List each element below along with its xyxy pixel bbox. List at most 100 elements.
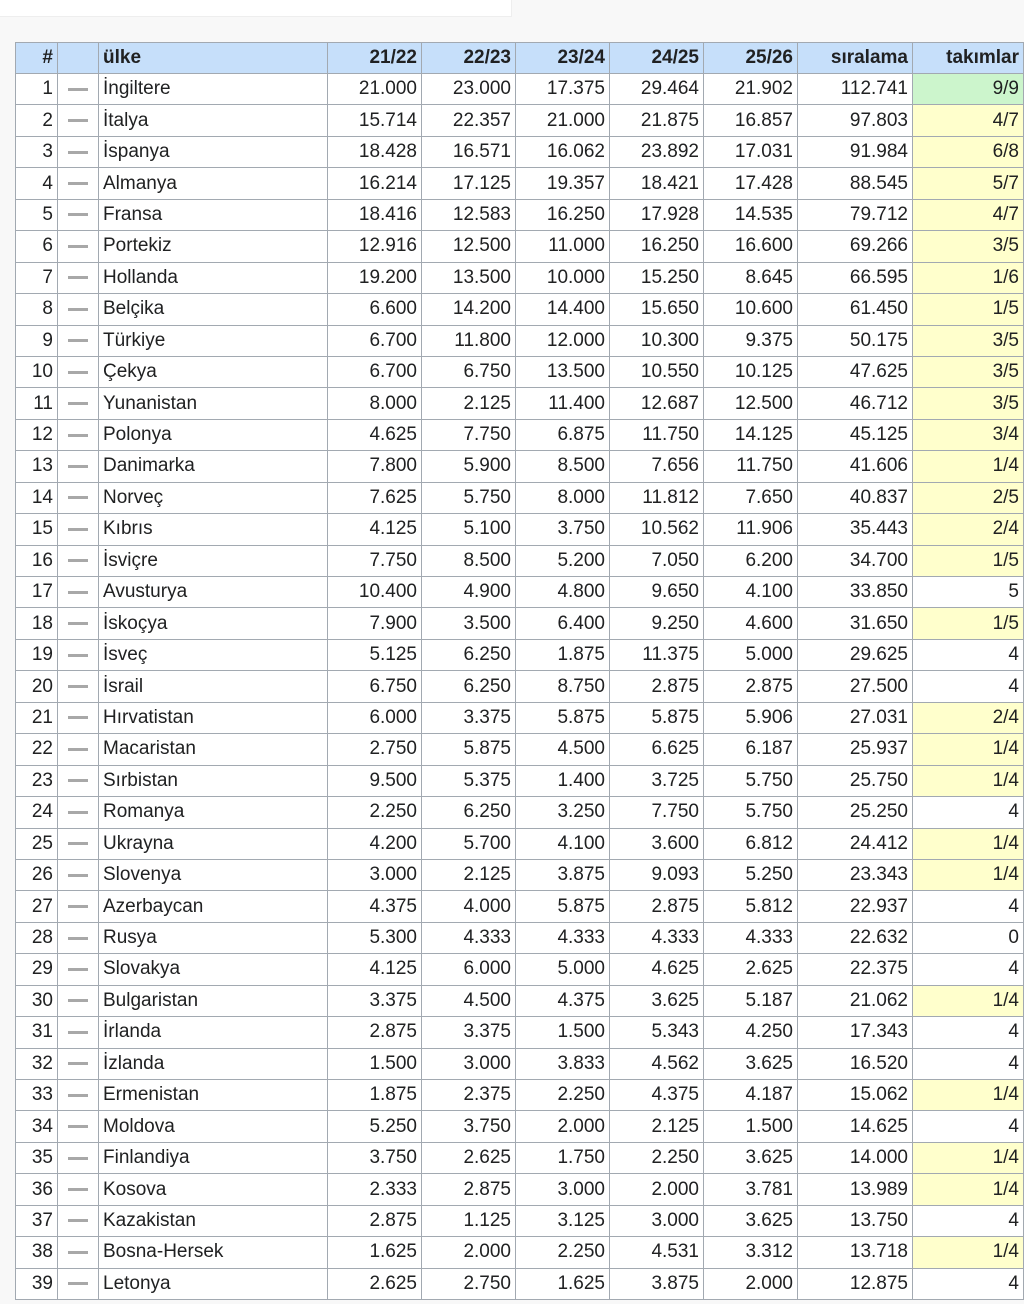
season-2425-cell: 23.892: [609, 135, 704, 169]
change-cell: [57, 1047, 99, 1081]
header-season-2324[interactable]: 23/24: [515, 42, 610, 74]
season-2526-cell: 7.650: [703, 481, 798, 515]
no-change-icon: [68, 1250, 88, 1254]
season-2223-cell: 5.100: [421, 513, 516, 546]
season-2122-cell: 12.916: [327, 230, 422, 263]
rank-cell: 7: [15, 261, 58, 295]
table-row: 17 Avusturya 10.400 4.900 4.800 9.650 4.100 33.…: [15, 575, 1024, 609]
header-change[interactable]: [57, 42, 99, 74]
table-row: 14 Norveç 7.625 5.750 8.000 11.812 7.650 40.837…: [15, 481, 1024, 515]
season-2526-cell: 11.750: [703, 450, 798, 483]
header-rank[interactable]: #: [15, 42, 58, 74]
header-total[interactable]: sıralama: [797, 42, 913, 74]
table-row: 15 Kıbrıs 4.125 5.100 3.750 10.562 11.906 35.44…: [15, 513, 1024, 546]
change-cell: [57, 198, 99, 232]
season-2526-cell: 4.250: [703, 1016, 798, 1049]
season-2425-cell: 15.250: [609, 261, 704, 295]
season-2223-cell: 3.000: [421, 1047, 516, 1081]
teams-cell: 1/5: [912, 607, 1024, 640]
season-2122-cell: 2.333: [327, 1173, 422, 1206]
season-2526-cell: 16.857: [703, 104, 798, 137]
country-cell: Bosna-Hersek: [98, 1236, 328, 1269]
change-cell: [57, 1204, 99, 1238]
no-change-icon: [68, 182, 88, 186]
header-season-2526[interactable]: 25/26: [703, 42, 798, 74]
no-change-icon: [68, 716, 88, 720]
no-change-icon: [68, 590, 88, 594]
header-country[interactable]: ülke: [98, 42, 328, 74]
season-2526-cell: 5.812: [703, 890, 798, 923]
teams-cell: 4: [912, 1016, 1024, 1049]
season-2425-cell: 4.625: [609, 953, 704, 986]
rank-cell: 25: [15, 827, 58, 860]
header-season-2425[interactable]: 24/25: [609, 42, 704, 74]
table-row: 34 Moldova 5.250 3.750 2.000 2.125 1.500 14.625…: [15, 1110, 1024, 1143]
no-change-icon: [68, 873, 88, 877]
change-cell: [57, 1078, 99, 1112]
rank-cell: 22: [15, 733, 58, 766]
change-cell: [57, 921, 99, 955]
change-cell: [57, 701, 99, 735]
season-2122-cell: 3.375: [327, 984, 422, 1018]
season-2324-cell: 16.250: [515, 198, 610, 232]
teams-cell: 1/6: [912, 261, 1024, 295]
header-teams[interactable]: takımlar: [912, 42, 1024, 74]
no-change-icon: [68, 967, 88, 971]
table-row: 28 Rusya 5.300 4.333 4.333 4.333 4.333 22.632 0: [15, 921, 1024, 955]
country-cell: Sırbistan: [98, 764, 328, 798]
table-row: 33 Ermenistan 1.875 2.375 2.250 4.375 4.187 15.…: [15, 1078, 1024, 1112]
season-2526-cell: 17.031: [703, 135, 798, 169]
season-2324-cell: 21.000: [515, 104, 610, 137]
season-2324-cell: 1.750: [515, 1141, 610, 1175]
total-cell: 27.031: [797, 701, 913, 735]
total-cell: 24.412: [797, 827, 913, 860]
season-2223-cell: 8.500: [421, 544, 516, 578]
header-season-2122[interactable]: 21/22: [327, 42, 422, 74]
season-2223-cell: 7.750: [421, 418, 516, 452]
change-cell: [57, 890, 99, 923]
teams-cell: 1/4: [912, 733, 1024, 766]
season-2324-cell: 16.062: [515, 135, 610, 169]
season-2324-cell: 1.875: [515, 638, 610, 672]
season-2122-cell: 8.000: [327, 387, 422, 420]
total-cell: 45.125: [797, 418, 913, 452]
table-row: 19 İsveç 5.125 6.250 1.875 11.375 5.000 29.625 4: [15, 638, 1024, 672]
season-2324-cell: 1.500: [515, 1016, 610, 1049]
season-2526-cell: 17.428: [703, 167, 798, 200]
season-2223-cell: 17.125: [421, 167, 516, 200]
change-cell: [57, 764, 99, 798]
season-2324-cell: 5.875: [515, 701, 610, 735]
change-cell: [57, 261, 99, 295]
change-cell: [57, 858, 99, 892]
season-2526-cell: 10.125: [703, 355, 798, 389]
country-cell: Fransa: [98, 198, 328, 232]
no-change-icon: [68, 1156, 88, 1160]
country-cell: İrlanda: [98, 1016, 328, 1049]
country-cell: Bulgaristan: [98, 984, 328, 1018]
header-season-2223[interactable]: 22/23: [421, 42, 516, 74]
total-cell: 40.837: [797, 481, 913, 515]
total-cell: 35.443: [797, 513, 913, 546]
country-cell: Letonya: [98, 1267, 328, 1301]
total-cell: 21.062: [797, 984, 913, 1018]
season-2425-cell: 7.656: [609, 450, 704, 483]
table-row: 11 Yunanistan 8.000 2.125 11.400 12.687 12.500…: [15, 387, 1024, 420]
season-2223-cell: 2.375: [421, 1078, 516, 1112]
season-2526-cell: 12.500: [703, 387, 798, 420]
no-change-icon: [68, 905, 88, 909]
no-change-icon: [68, 244, 88, 248]
season-2425-cell: 29.464: [609, 72, 704, 106]
rank-cell: 1: [15, 72, 58, 106]
country-cell: Ermenistan: [98, 1078, 328, 1112]
teams-cell: 4: [912, 890, 1024, 923]
change-cell: [57, 167, 99, 200]
teams-cell: 4/7: [912, 198, 1024, 232]
season-2425-cell: 2.125: [609, 1110, 704, 1143]
season-2223-cell: 2.750: [421, 1267, 516, 1301]
season-2324-cell: 10.000: [515, 261, 610, 295]
season-2122-cell: 19.200: [327, 261, 422, 295]
country-cell: Kazakistan: [98, 1204, 328, 1238]
teams-cell: 3/5: [912, 324, 1024, 357]
teams-cell: 1/4: [912, 1141, 1024, 1175]
season-2526-cell: 3.625: [703, 1204, 798, 1238]
